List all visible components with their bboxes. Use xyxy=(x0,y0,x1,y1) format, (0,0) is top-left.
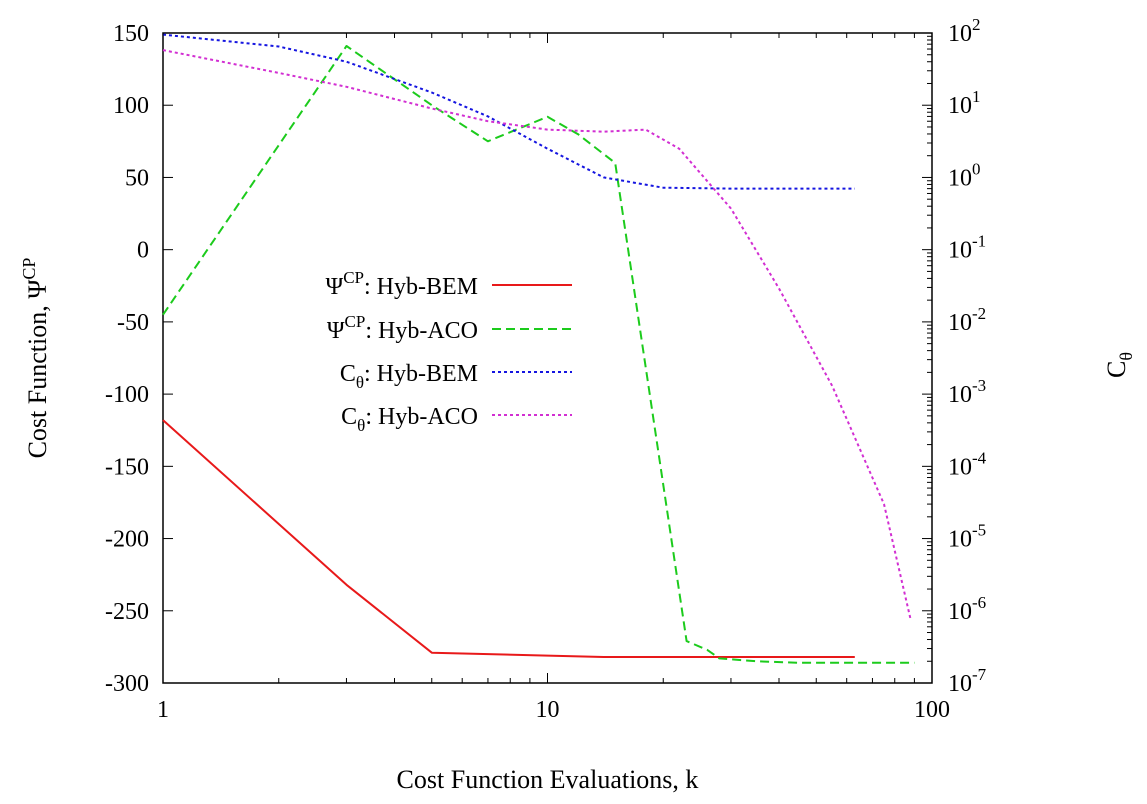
y-right-tick-label: 10-5 xyxy=(948,521,986,553)
y-right-tick-label: 10-6 xyxy=(948,593,986,625)
y-right-tick-label: 102 xyxy=(948,15,981,47)
y-left-tick-label: -200 xyxy=(105,527,149,553)
legend-label-2: Cθ: Hyb-BEM xyxy=(340,361,478,392)
y-left-axis-title: Cost Function, ΨCP xyxy=(19,258,52,459)
x-tick-label: 10 xyxy=(536,697,560,723)
y-left-tick-label: 0 xyxy=(137,238,149,264)
series-layer xyxy=(162,33,915,664)
x-axis-title: Cost Function Evaluations, k xyxy=(397,765,699,794)
y-right-tick-label: 10-2 xyxy=(948,304,986,336)
x-tick-label: 100 xyxy=(914,697,950,723)
y-right-tick-label: 10-3 xyxy=(948,376,986,408)
y-right-tick-label: 100 xyxy=(948,159,981,191)
series-line-0 xyxy=(162,419,855,658)
y-left-tick-label: 50 xyxy=(125,165,149,191)
legend-label-3: Cθ: Hyb-ACO xyxy=(341,404,478,435)
y-left-tick-label: -250 xyxy=(105,599,149,625)
y-left-tick-label: -150 xyxy=(105,454,149,480)
y-right-tick-label: 10-1 xyxy=(948,232,986,264)
y-left-tick-label: -100 xyxy=(105,382,149,408)
y-left-tick-label: 100 xyxy=(113,93,149,119)
y-left-tick-label: 150 xyxy=(113,21,149,47)
series-line-2 xyxy=(162,33,855,190)
series-line-3 xyxy=(162,49,912,621)
legend: ΨCP: Hyb-BEM ΨCP: Hyb-ACO Cθ: Hyb-BEM Cθ: H… xyxy=(325,268,572,435)
y-left-tick-label: -50 xyxy=(117,310,149,336)
x-tick-label: 1 xyxy=(157,697,169,723)
y-right-tick-label: 10-7 xyxy=(948,665,987,697)
y-right-tick-label: 101 xyxy=(948,87,981,119)
y-left-tick-label: -300 xyxy=(105,671,149,697)
legend-label-0: ΨCP: Hyb-BEM xyxy=(325,268,478,300)
series-line-1 xyxy=(162,45,915,664)
y-right-tick-label: 10-4 xyxy=(948,448,987,480)
y-right-axis-title: Cθ xyxy=(1102,352,1136,378)
axes: 1 10 100 150 100 50 0 -50 -100 -150 -200 -250 -300 10… xyxy=(19,15,1136,794)
legend-label-1: ΨCP: Hyb-ACO xyxy=(327,312,478,344)
